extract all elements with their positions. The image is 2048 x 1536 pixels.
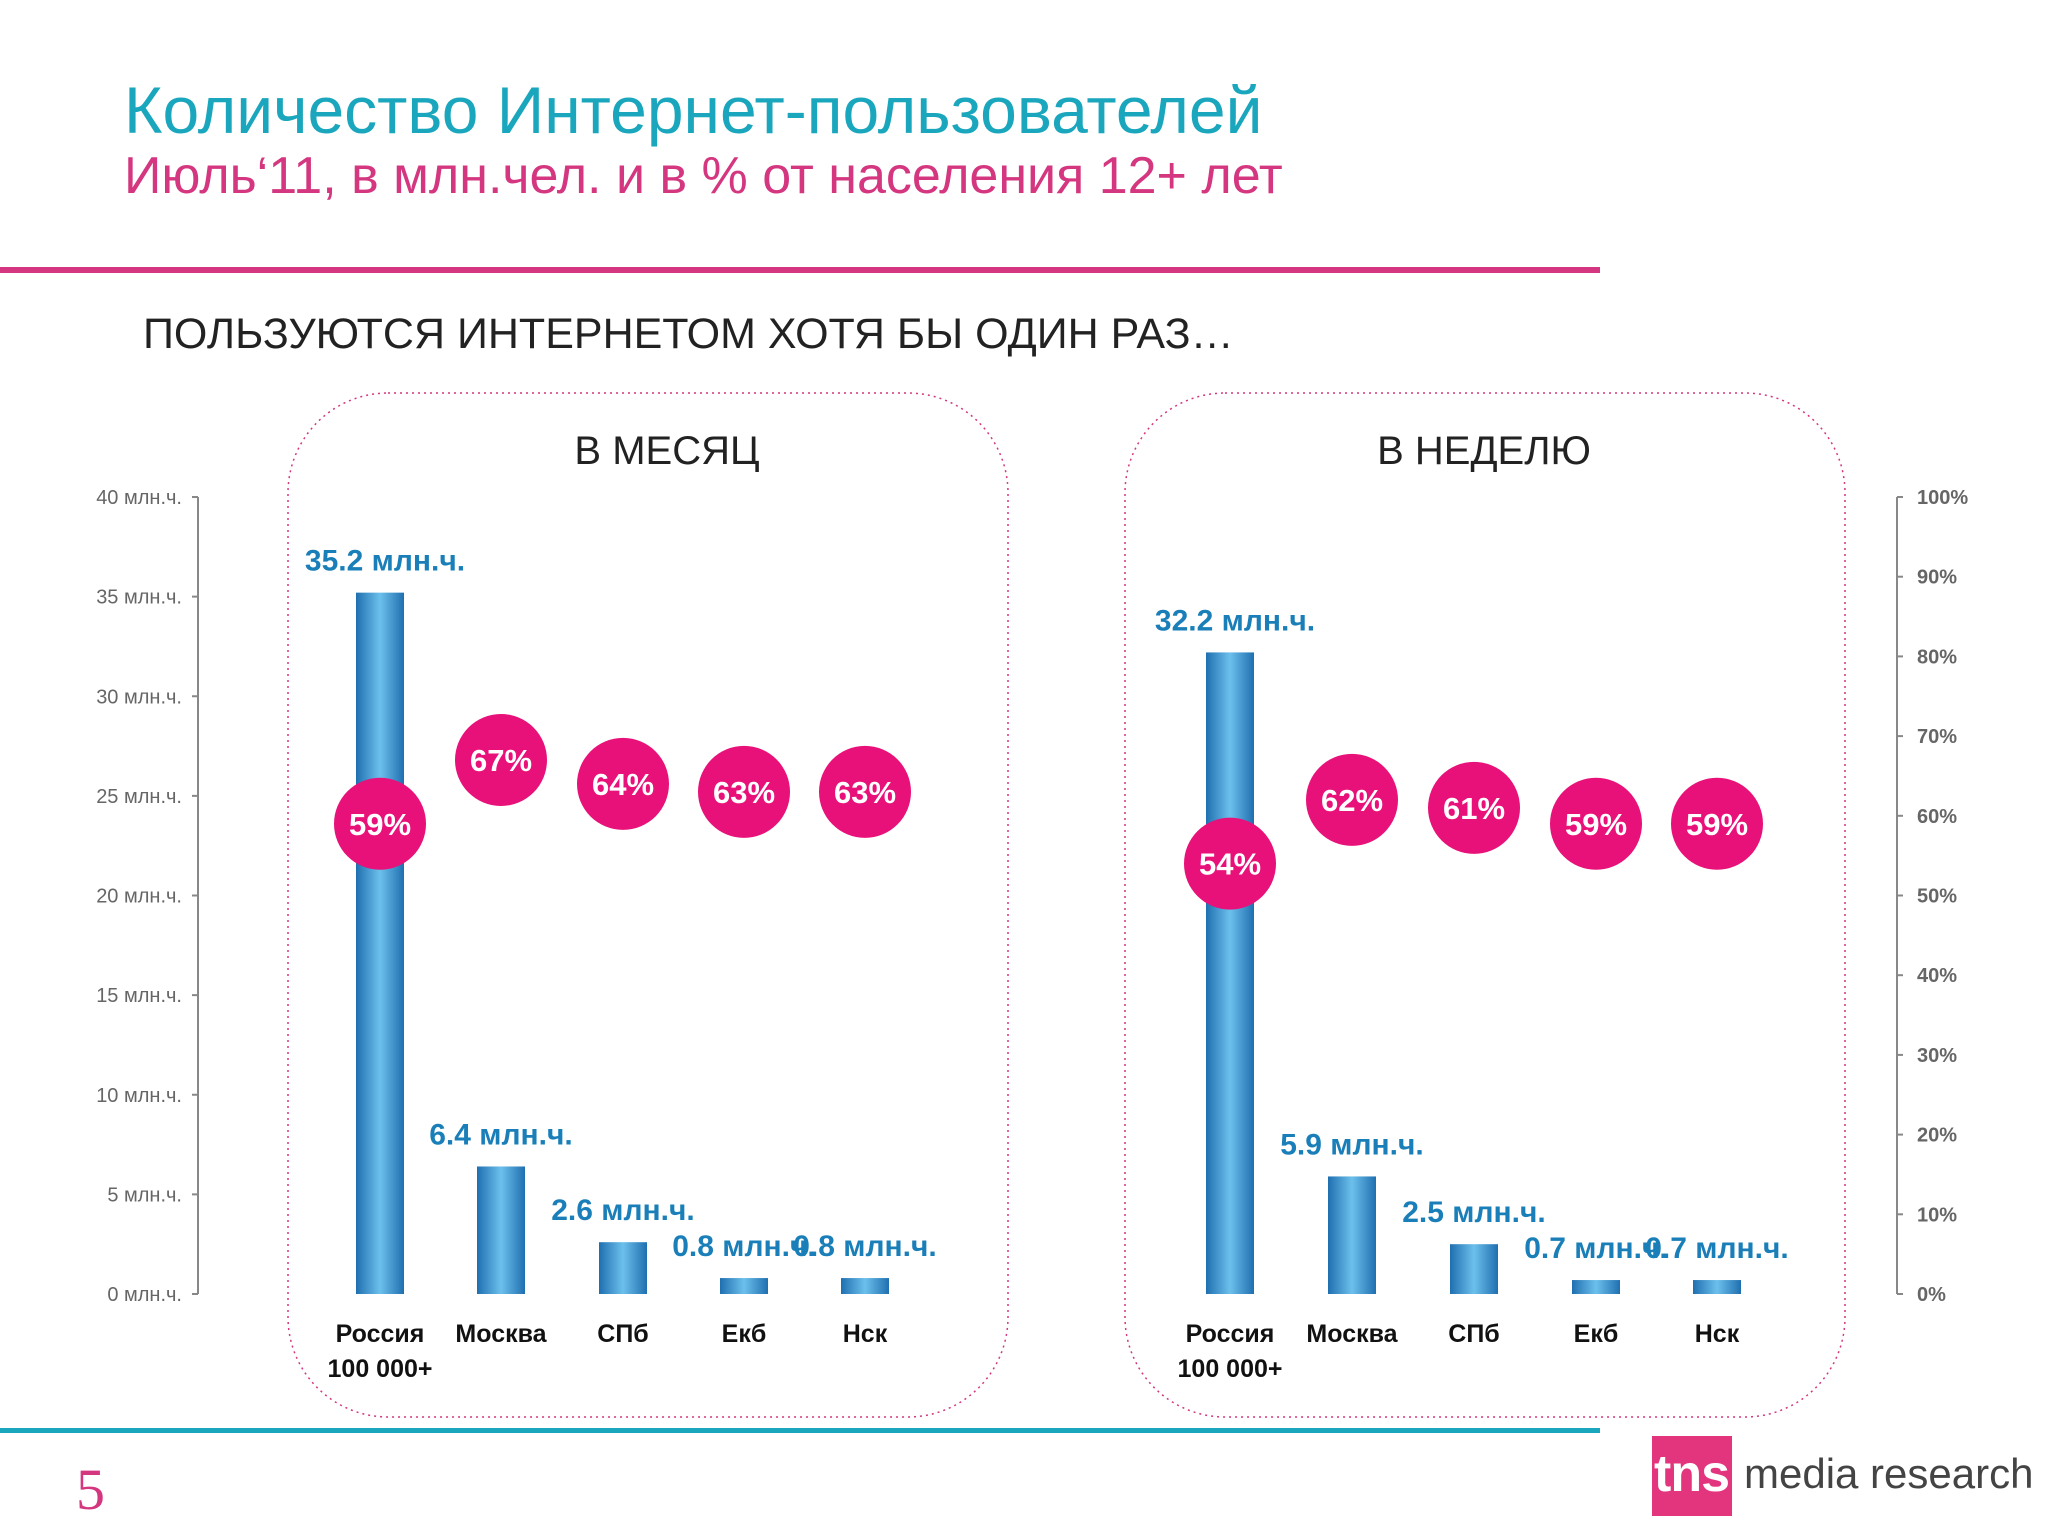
bar [1206, 652, 1254, 1294]
bar-value-label: 35.2 млн.ч. [305, 545, 465, 578]
left-axis-tick-label: 10 млн.ч. [96, 1085, 182, 1107]
bar-value-label: 32.2 млн.ч. [1155, 604, 1315, 637]
bar [841, 1278, 889, 1294]
left-axis-tick-label: 15 млн.ч. [96, 985, 182, 1007]
bar [477, 1166, 525, 1294]
right-axis-tick-label: 90% [1917, 567, 1957, 589]
percent-bubble [577, 737, 669, 830]
right-axis-tick-label: 70% [1917, 726, 1957, 748]
percent-bubble [1550, 777, 1642, 870]
bar-value-label: 0.7 млн.ч. [1524, 1232, 1668, 1265]
category-label: Нск [1695, 1320, 1740, 1348]
left-axis-tick-label: 35 млн.ч. [96, 587, 182, 609]
percent-label: 61% [1443, 791, 1505, 826]
right-axis-tick-label: 80% [1917, 646, 1957, 668]
right-axis-tick-label: 100% [1917, 487, 1968, 509]
bar [356, 592, 404, 1294]
percent-bubble [819, 745, 911, 838]
category-label: Россия [1186, 1320, 1275, 1348]
percent-label: 63% [834, 775, 896, 810]
panel-frame [1124, 392, 1846, 1418]
percent-bubble [1671, 777, 1763, 870]
bar [599, 1242, 647, 1294]
bar-value-label: 6.4 млн.ч. [429, 1118, 573, 1151]
percent-label: 62% [1321, 783, 1383, 818]
category-label: Нск [843, 1320, 888, 1348]
page-subtitle: Июль‘11, в млн.чел. и в % от населения 1… [124, 147, 1283, 205]
category-label: Россия [336, 1320, 425, 1348]
percent-bubble [1184, 817, 1276, 910]
page-title: Количество Интернет-пользователей [124, 73, 1263, 147]
right-axis-tick-label: 30% [1917, 1045, 1957, 1067]
right-axis-tick-label: 20% [1917, 1125, 1957, 1147]
percent-bubble [1306, 753, 1398, 846]
tns-logo: tns media research [1652, 1436, 2033, 1516]
category-label: Москва [455, 1320, 547, 1348]
bar-value-label: 0.7 млн.ч. [1645, 1232, 1789, 1265]
bar [1693, 1280, 1741, 1294]
left-axis-tick-label: 5 млн.ч. [107, 1184, 182, 1206]
percent-bubble [334, 777, 426, 870]
right-axis-tick-label: 10% [1917, 1204, 1957, 1226]
section-label: ПОЛЬЗУЮТСЯ ИНТЕРНЕТОМ ХОТЯ БЫ ОДИН РАЗ… [143, 310, 1234, 358]
logo-text: media research [1744, 1450, 2034, 1497]
bar-value-label: 0.8 млн.ч. [793, 1230, 937, 1263]
percent-bubble [455, 714, 547, 807]
logo-mark-text: tns [1654, 1445, 1730, 1503]
left-axis-tick-label: 25 млн.ч. [96, 786, 182, 808]
left-axis-tick-label: 20 млн.ч. [96, 886, 182, 908]
bar-value-label: 2.5 млн.ч. [1402, 1196, 1546, 1229]
category-label: 100 000+ [328, 1355, 433, 1383]
percent-bubble [698, 745, 790, 838]
percent-label: 59% [1565, 807, 1627, 842]
bar [720, 1278, 768, 1294]
bar [1450, 1244, 1498, 1294]
left-axis-tick-label: 40 млн.ч. [96, 487, 182, 509]
percent-label: 63% [713, 775, 775, 810]
right-axis-tick-label: 60% [1917, 806, 1957, 828]
category-label: Екб [1574, 1320, 1619, 1348]
left-axis-tick-label: 30 млн.ч. [96, 686, 182, 708]
bar-value-label: 2.6 млн.ч. [551, 1194, 695, 1227]
right-axis-tick-label: 40% [1917, 965, 1957, 987]
percent-label: 59% [349, 807, 411, 842]
percent-label: 59% [1686, 807, 1748, 842]
bar [1572, 1280, 1620, 1294]
percent-label: 54% [1199, 847, 1261, 882]
category-label: Екб [722, 1320, 767, 1348]
right-axis-tick-label: 0% [1917, 1284, 1946, 1306]
panel-title: В НЕДЕЛЮ [1377, 429, 1591, 473]
category-label: 100 000+ [1178, 1355, 1283, 1383]
left-axis-tick-label: 0 млн.ч. [107, 1284, 182, 1306]
percent-label: 67% [470, 743, 532, 778]
bar-value-label: 0.8 млн.ч. [672, 1230, 816, 1263]
page-number: 5 [76, 1457, 105, 1522]
category-label: СПб [597, 1320, 648, 1348]
panel-title: В МЕСЯЦ [574, 429, 759, 473]
footer-divider [0, 1428, 1600, 1433]
category-label: Москва [1306, 1320, 1398, 1348]
percent-label: 64% [592, 767, 654, 802]
header-divider [0, 267, 1600, 273]
right-axis-tick-label: 50% [1917, 886, 1957, 908]
category-label: СПб [1448, 1320, 1499, 1348]
bar-value-label: 5.9 млн.ч. [1280, 1128, 1424, 1161]
bar [1328, 1176, 1376, 1294]
panel-frame [287, 392, 1009, 1418]
percent-bubble [1428, 761, 1520, 854]
logo-mark: tns [1652, 1436, 1732, 1516]
